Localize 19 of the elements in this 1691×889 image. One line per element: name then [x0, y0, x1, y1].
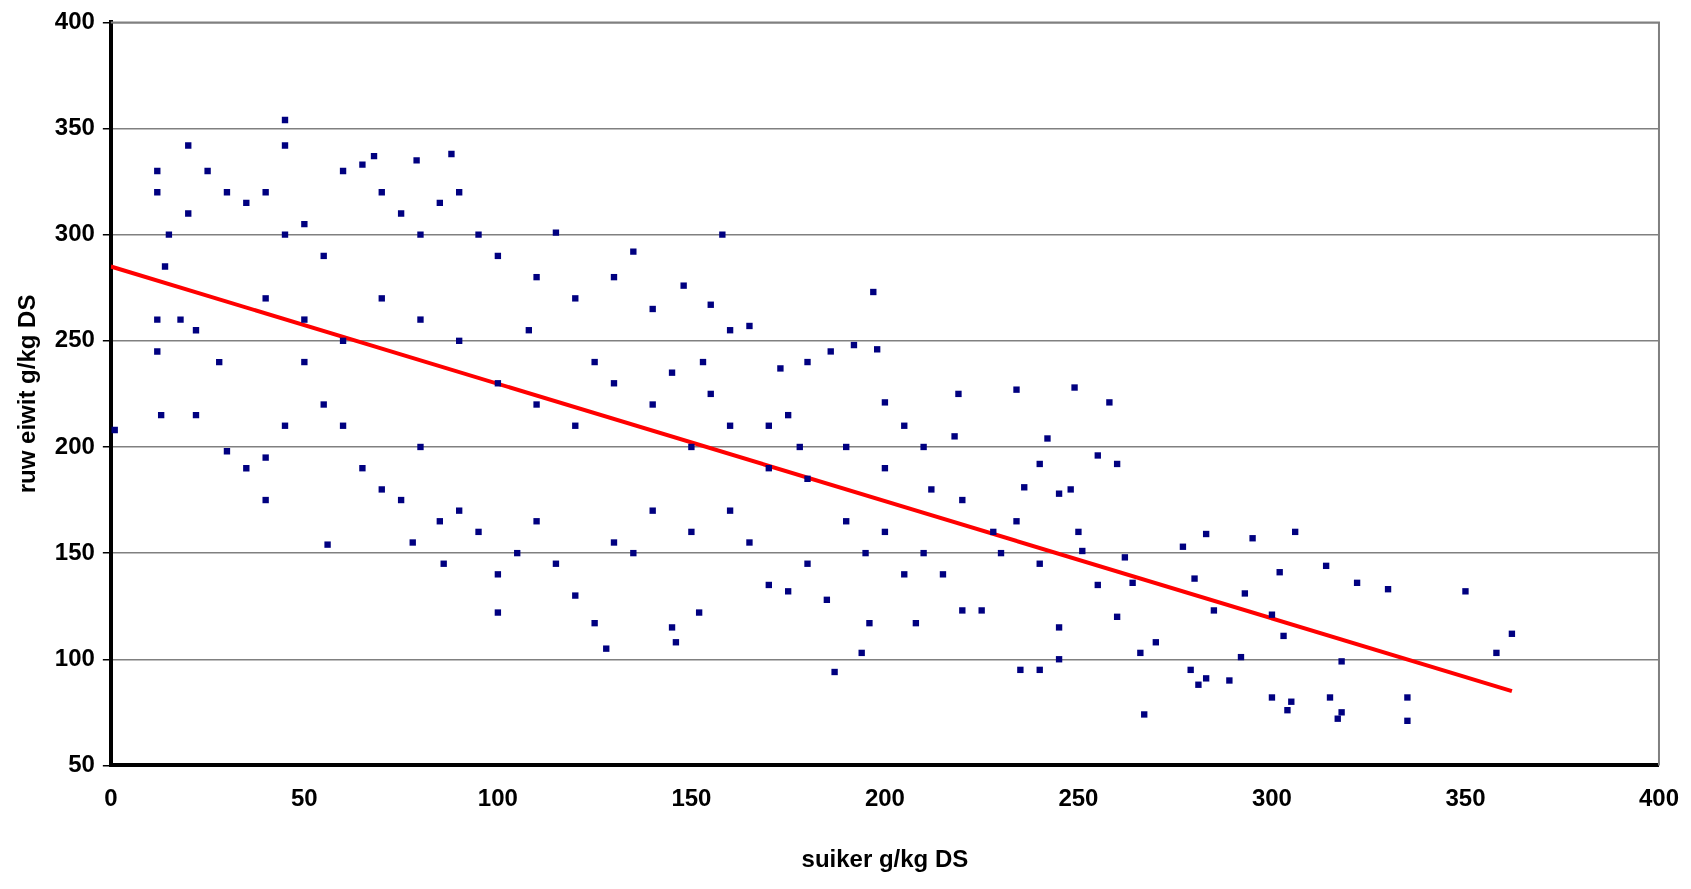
y-tick-label: 350: [54, 113, 95, 141]
x-tick-label: 0: [104, 784, 118, 812]
x-tick-label: 100: [477, 784, 518, 812]
y-tick-label: 300: [54, 219, 95, 247]
y-tick-label: 50: [68, 750, 95, 778]
y-tick-label: 250: [54, 325, 95, 353]
y-axis-title: ruw eiwit g/kg DS: [13, 294, 41, 494]
x-tick-label: 300: [1251, 784, 1292, 812]
y-tick-label: 400: [54, 7, 95, 35]
x-tick-label: 150: [671, 784, 712, 812]
x-tick-label: 400: [1638, 784, 1679, 812]
y-tick-label: 150: [54, 537, 95, 565]
y-tick-label: 100: [54, 643, 95, 671]
x-tick-label: 200: [864, 784, 905, 812]
x-tick-label: 250: [1058, 784, 1099, 812]
x-axis-title: suiker g/kg DS: [801, 845, 969, 873]
y-tick-label: 200: [54, 431, 95, 459]
x-tick-label: 350: [1445, 784, 1486, 812]
x-tick-label: 50: [291, 784, 318, 812]
